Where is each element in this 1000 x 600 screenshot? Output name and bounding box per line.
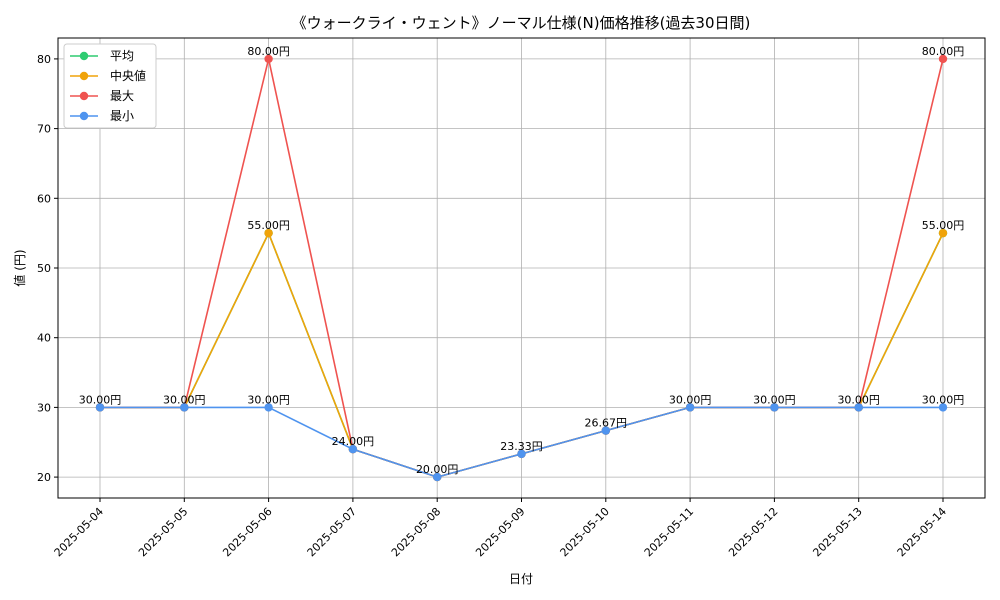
series-3-point xyxy=(938,403,948,412)
legend-label: 最大 xyxy=(110,89,134,103)
data-label: 30.00円 xyxy=(837,393,880,406)
series-3-point xyxy=(348,445,358,454)
x-tick-label: 2025-05-13 xyxy=(810,505,864,559)
series-3-point xyxy=(180,403,189,412)
y-tick-label: 80 xyxy=(37,53,51,66)
series-3-point xyxy=(264,403,273,412)
data-label: 80.00円 xyxy=(922,45,965,58)
series-3-point xyxy=(685,403,695,412)
y-tick-label: 60 xyxy=(37,192,51,205)
x-tick-label: 2025-05-07 xyxy=(305,505,359,559)
legend-marker xyxy=(79,71,89,81)
x-tick-label: 2025-05-12 xyxy=(726,505,780,559)
x-tick-label: 2025-05-05 xyxy=(136,505,190,559)
y-tick-label: 30 xyxy=(37,401,51,414)
x-tick-label: 2025-05-06 xyxy=(220,505,274,559)
legend-marker xyxy=(79,51,89,61)
x-tick-label: 2025-05-09 xyxy=(473,505,527,559)
data-label: 30.00円 xyxy=(753,393,796,406)
x-tick-label: 2025-05-08 xyxy=(389,505,443,559)
data-labels: 30.00円 30.00円 55.00円 80.00円 30.00円 24.00円 20.0… xyxy=(79,45,965,476)
x-tick-label: 2025-05-11 xyxy=(642,505,696,559)
x-tick-label: 2025-05-04 xyxy=(52,505,106,559)
series-3-point xyxy=(95,403,105,412)
series-1-point xyxy=(938,228,948,238)
y-tick-label: 50 xyxy=(37,262,51,275)
series-2-point xyxy=(938,54,948,64)
data-label: 30.00円 xyxy=(163,393,206,406)
y-tick-label: 70 xyxy=(37,123,51,136)
grid xyxy=(58,38,985,498)
legend-marker xyxy=(79,111,89,121)
data-label: 55.00円 xyxy=(247,219,290,232)
legend-box xyxy=(63,43,157,129)
x-tick-label: 2025-05-14 xyxy=(895,505,949,559)
y-axis-label: 値 (円) xyxy=(12,249,27,286)
data-label: 30.00円 xyxy=(247,393,290,406)
series-3-point xyxy=(433,472,442,482)
chart-title: 《ウォークライ・ウェント》ノーマル仕様(N)価格推移(過去30日間) xyxy=(292,14,751,32)
series-1-point xyxy=(264,228,273,238)
y-tick-label: 20 xyxy=(37,471,51,484)
data-label: 23.33円 xyxy=(500,440,543,453)
series-3-point xyxy=(770,403,779,412)
legend-label: 平均 xyxy=(110,49,134,63)
y-axis: 20 30 40 50 60 70 80 xyxy=(37,53,58,484)
series-2-point xyxy=(264,54,273,64)
data-label: 30.00円 xyxy=(79,393,122,406)
x-axis-label: 日付 xyxy=(509,572,533,586)
data-label: 24.00円 xyxy=(332,435,375,448)
data-label: 30.00円 xyxy=(669,393,712,406)
data-label: 55.00円 xyxy=(922,219,965,232)
x-tick-label: 2025-05-10 xyxy=(558,505,612,559)
data-label: 30.00円 xyxy=(922,393,965,406)
series-3-point xyxy=(854,403,863,412)
series-3-point xyxy=(601,426,610,435)
legend-marker xyxy=(79,91,89,101)
data-label: 80.00円 xyxy=(247,45,290,58)
y-tick-label: 40 xyxy=(37,332,51,345)
series-3-point xyxy=(517,449,526,459)
series-layer xyxy=(95,54,948,482)
data-label: 20.00円 xyxy=(416,463,459,476)
legend-label: 中央値 xyxy=(110,68,146,83)
x-axis: 2025-05-04 2025-05-05 2025-05-06 2025-05-07… xyxy=(52,498,949,559)
data-label: 26.67円 xyxy=(585,417,628,430)
legend-label: 最小 xyxy=(110,109,134,123)
